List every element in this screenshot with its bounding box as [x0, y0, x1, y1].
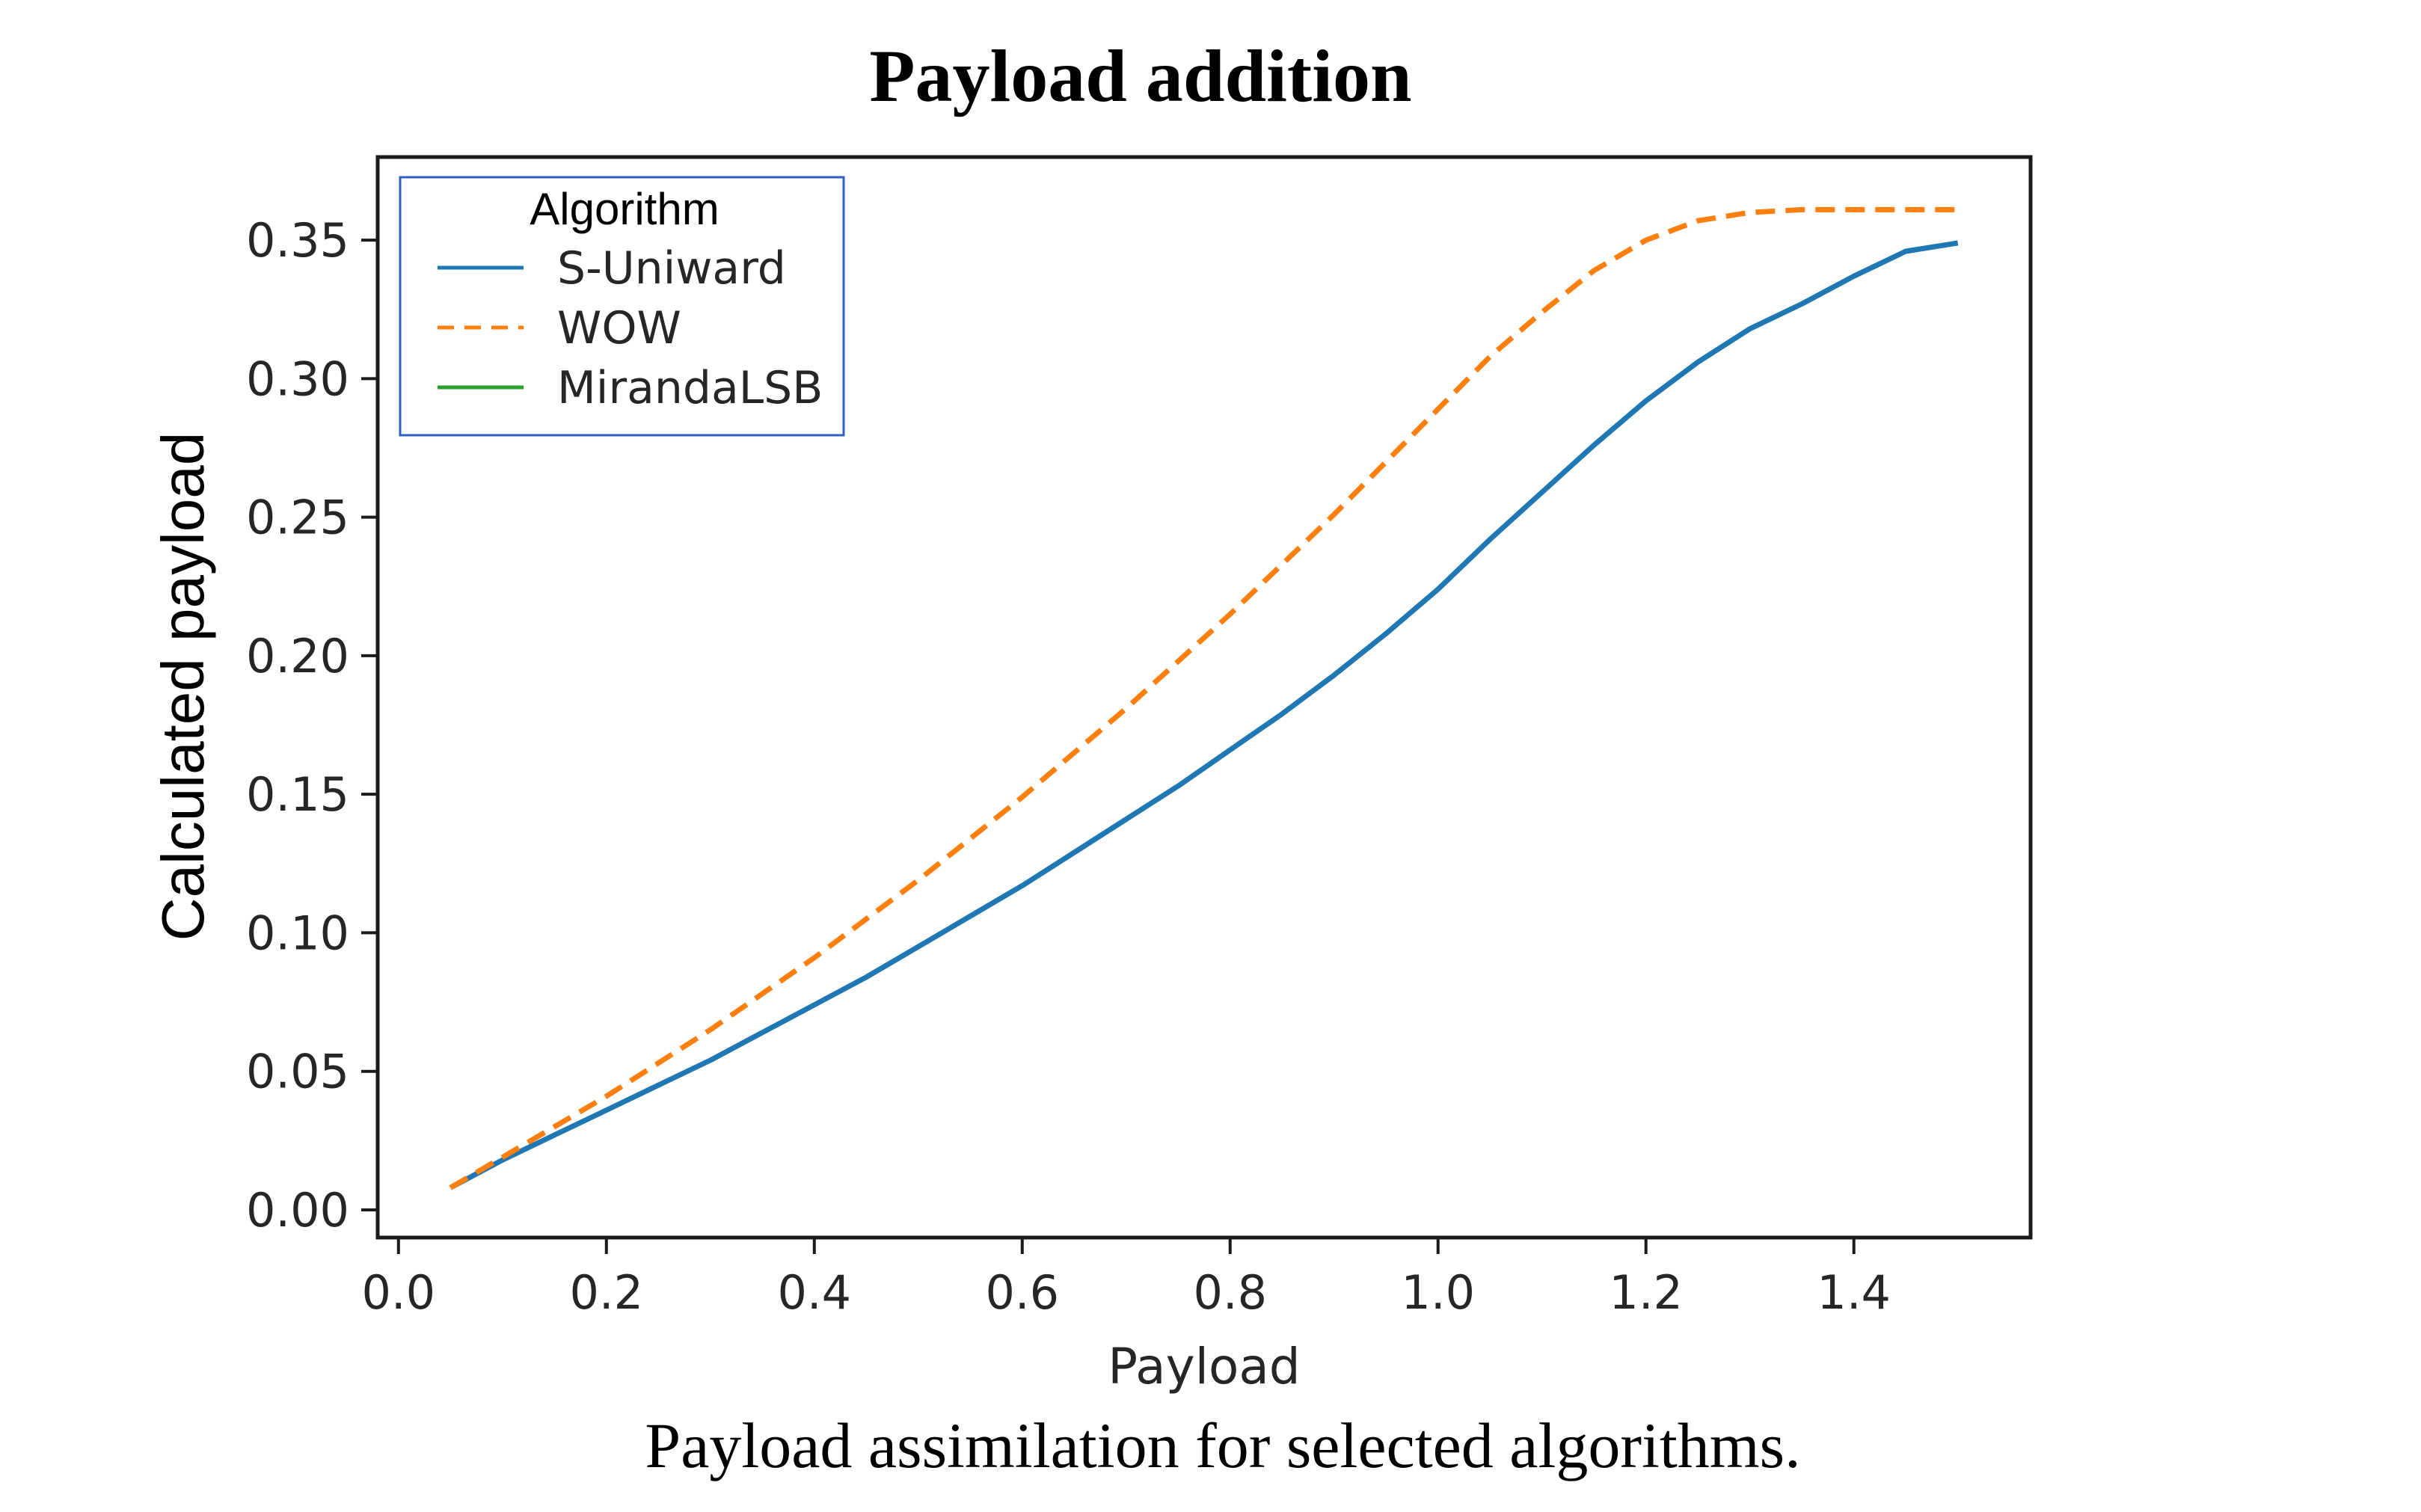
legend-label-wow: WOW — [557, 302, 681, 354]
y-tick-label: 0.25 — [246, 491, 349, 545]
legend-title: Algorithm — [530, 184, 719, 234]
y-tick-label: 0.35 — [246, 213, 349, 268]
x-tick-label: 1.4 — [1817, 1265, 1891, 1320]
x-tick-label: 1.2 — [1609, 1265, 1683, 1320]
figure-caption: Payload assimilation for selected algori… — [645, 1410, 1800, 1481]
legend-label-s-uniward: S-Uniward — [557, 242, 786, 295]
series-line-s-uniward — [449, 240, 1959, 1190]
x-tick-label: 0.8 — [1193, 1265, 1267, 1320]
x-tick-label: 0.2 — [569, 1265, 643, 1320]
legend-entries: S-Uniward WOW MirandaLSB — [438, 242, 823, 414]
y-tick-label: 0.30 — [246, 351, 349, 406]
legend-label-mirandalsb: MirandaLSB — [557, 362, 823, 414]
chart-title: Payload addition — [869, 34, 1411, 117]
legend: Algorithm S-Uniward WOW MirandaLSB — [399, 176, 845, 437]
series-layer — [449, 206, 1959, 1190]
legend-box — [399, 176, 845, 437]
y-tick-label: 0.10 — [246, 906, 349, 960]
y-tick-label: 0.15 — [246, 767, 349, 822]
x-tick-label: 0.0 — [361, 1265, 435, 1320]
y-axis-ticks: 0.00 0.05 0.10 0.15 0.20 0.25 0.30 0.35 — [246, 213, 378, 1238]
x-axis-label: Payload — [1108, 1338, 1300, 1395]
y-tick-label: 0.00 — [246, 1183, 349, 1238]
x-tick-label: 1.0 — [1401, 1265, 1475, 1320]
y-axis-label: Calculated payload — [150, 432, 216, 941]
series-line-wow — [449, 206, 1958, 1190]
y-tick-label: 0.20 — [246, 629, 349, 683]
x-tick-label: 0.6 — [985, 1265, 1059, 1320]
x-axis-ticks: 0.0 0.2 0.4 0.6 0.8 1.0 1.2 1.4 — [361, 1238, 1891, 1320]
y-tick-label: 0.05 — [246, 1045, 349, 1099]
x-tick-label: 0.4 — [777, 1265, 851, 1320]
